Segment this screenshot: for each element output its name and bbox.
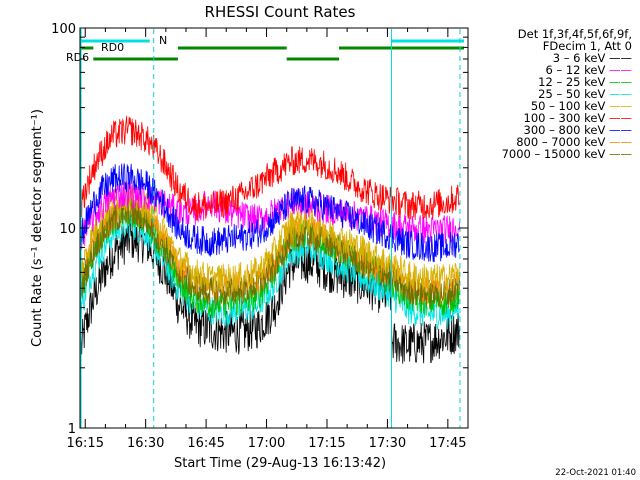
flag-label: N: [159, 34, 167, 47]
legend-entry-label: 300 – 800 keV: [524, 123, 609, 137]
x-tick-label: 16:15: [67, 436, 104, 451]
flag-label: RD6: [66, 51, 89, 64]
legend-swatch: ——: [609, 123, 632, 137]
y-tick-label: 1: [68, 422, 76, 437]
legend-entry-label: 25 – 50 keV: [538, 87, 609, 101]
flag-label: RD0: [101, 41, 124, 54]
flag-bars: N RD0 RD6: [66, 34, 464, 64]
chart-title: RHESSI Count Rates: [205, 3, 356, 21]
legend-swatch: ——: [609, 111, 632, 125]
legend-swatch: ——: [609, 63, 632, 77]
legend-swatch: ——: [609, 99, 632, 113]
axes: 16:15 16:30 16:45 17:00 17:15 17:30 17:45 1 10 10…: [51, 22, 469, 451]
timestamp: 22-Oct-2021 01:40: [555, 468, 636, 478]
legend-entry: 100 – 300 keV ——: [524, 111, 632, 125]
legend-entry: 50 – 100 keV ——: [531, 99, 632, 113]
legend-entry: 300 – 800 keV ——: [524, 123, 632, 137]
x-tick-label: 17:15: [308, 436, 345, 451]
legend-entry-label: 7000 – 15000 keV: [502, 147, 609, 161]
series-line: [80, 115, 460, 221]
x-tick-label: 16:30: [127, 436, 164, 451]
x-tick-label: 16:45: [187, 436, 224, 451]
x-tick-label: 17:00: [248, 436, 285, 451]
legend-entry-label: 12 – 25 keV: [538, 75, 609, 89]
legend-entry: 800 – 7000 keV ——: [516, 135, 632, 149]
legend-entry-label: 50 – 100 keV: [531, 99, 609, 113]
series-line: [80, 163, 461, 263]
legend-entry: 25 – 50 keV ——: [538, 87, 632, 101]
y-tick-label: 100: [51, 22, 76, 37]
legend-entry: 12 – 25 keV ——: [538, 75, 632, 89]
y-axis-label: Count Rate (s⁻¹ detector segment⁻¹): [30, 109, 45, 347]
x-axis-label: Start Time (29-Aug-13 16:13:42): [174, 456, 386, 471]
legend-swatch: ——: [609, 87, 632, 101]
legend-swatch: ——: [609, 75, 632, 89]
x-tick-label: 17:45: [429, 436, 466, 451]
legend-entry-label: 100 – 300 keV: [524, 111, 609, 125]
legend-entry-label: 800 – 7000 keV: [516, 135, 609, 149]
legend-entry: 6 – 12 keV ——: [545, 63, 632, 77]
legend-swatch: ——: [609, 51, 632, 65]
legend-entry: 7000 – 15000 keV ——: [502, 147, 632, 161]
legend-entry: 3 – 6 keV ——: [553, 51, 632, 65]
legend: Det 1f,3f,4f,5f,6f,9f, FDecim 1, Att 0 3…: [502, 27, 632, 161]
y-tick-label: 10: [59, 222, 76, 237]
x-tick-label: 17:30: [369, 436, 406, 451]
series-line: [80, 182, 461, 294]
legend-entry-label: 6 – 12 keV: [545, 63, 609, 77]
legend-swatch: ——: [609, 147, 632, 161]
legend-header-line: Det 1f,3f,4f,5f,6f,9f,: [518, 27, 632, 41]
legend-entry-label: 3 – 6 keV: [553, 51, 609, 65]
legend-header-line: FDecim 1, Att 0: [543, 39, 632, 53]
series-lines: [80, 115, 461, 364]
legend-swatch: ——: [609, 135, 632, 149]
